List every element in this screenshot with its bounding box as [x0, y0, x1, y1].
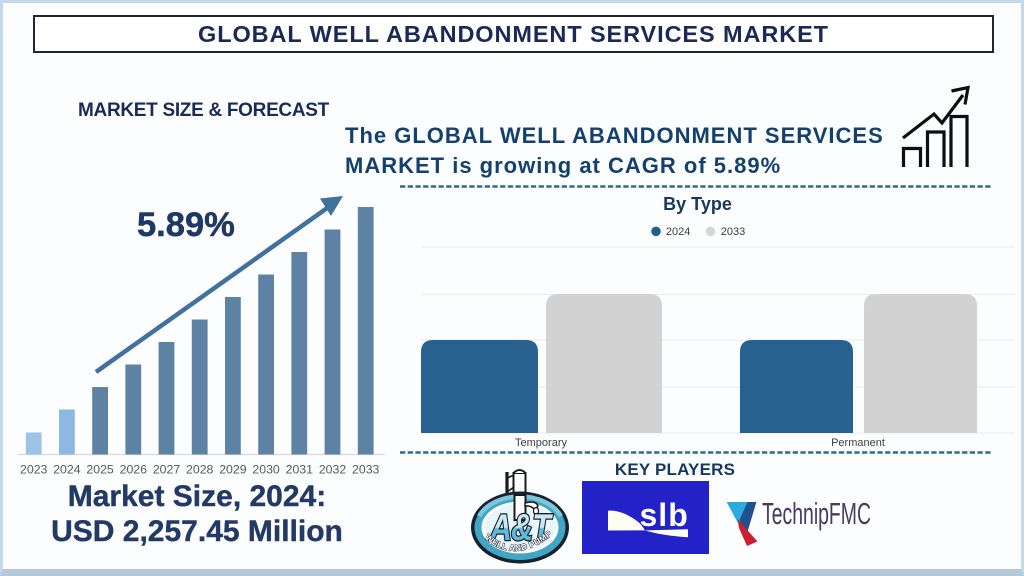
svg-text:2027: 2027 — [153, 463, 181, 477]
svg-text:2026: 2026 — [120, 463, 148, 477]
svg-text:2029: 2029 — [219, 463, 247, 477]
svg-text:2028: 2028 — [186, 463, 214, 477]
svg-text:2033: 2033 — [352, 463, 380, 477]
svg-text:2033: 2033 — [721, 226, 745, 238]
svg-text:2025: 2025 — [86, 463, 114, 477]
svg-text:2024: 2024 — [666, 226, 690, 238]
svg-text:2032: 2032 — [319, 463, 347, 477]
svg-text:2023: 2023 — [20, 463, 48, 477]
svg-text:TechnipFMC: TechnipFMC — [762, 496, 871, 531]
svg-text:2031: 2031 — [286, 463, 314, 477]
svg-text:Temporary: Temporary — [515, 437, 567, 449]
svg-text:slb: slb — [640, 497, 689, 533]
svg-text:A&T: A&T — [489, 507, 554, 549]
svg-text:Permanent: Permanent — [831, 437, 885, 449]
svg-text:2030: 2030 — [252, 463, 280, 477]
svg-text:2024: 2024 — [53, 463, 81, 477]
